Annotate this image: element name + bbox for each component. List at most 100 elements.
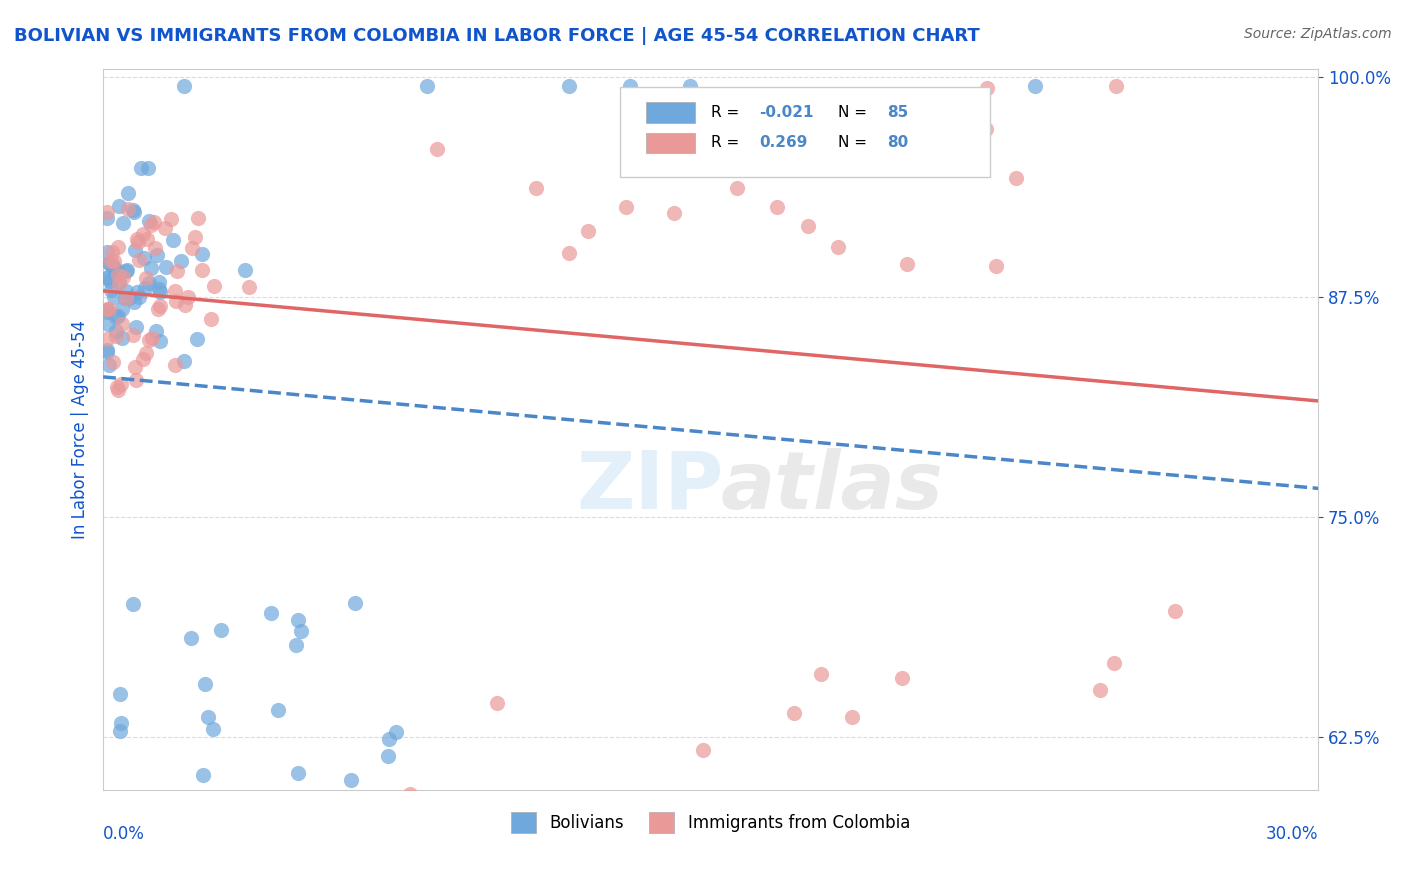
Point	[181, 241, 204, 255]
Point	[149, 300, 172, 314]
Point	[692, 743, 714, 757]
Point	[191, 247, 214, 261]
Point	[184, 229, 207, 244]
Point	[103, 267, 125, 281]
Point	[202, 279, 225, 293]
Point	[125, 373, 148, 387]
Point	[229, 824, 252, 838]
Point	[124, 319, 146, 334]
Point	[98, 358, 121, 372]
Point	[426, 142, 449, 156]
Point	[96, 332, 118, 346]
Point	[96, 301, 118, 316]
Point	[485, 696, 508, 710]
Point	[128, 252, 150, 267]
Point	[974, 122, 997, 136]
Y-axis label: In Labor Force | Age 45-54: In Labor Force | Age 45-54	[72, 319, 89, 539]
Text: Source: ZipAtlas.com: Source: ZipAtlas.com	[1244, 27, 1392, 41]
Point	[148, 275, 170, 289]
Point	[129, 161, 152, 175]
Point	[107, 309, 129, 323]
Point	[127, 235, 149, 250]
Point	[135, 270, 157, 285]
Point	[725, 181, 748, 195]
Point	[170, 254, 193, 268]
Point	[100, 244, 122, 259]
Point	[128, 290, 150, 304]
Point	[238, 280, 260, 294]
Point	[194, 677, 217, 691]
Point	[662, 206, 685, 220]
Point	[173, 79, 195, 94]
Point	[132, 252, 155, 266]
Text: 0.269: 0.269	[759, 136, 807, 151]
Point	[122, 327, 145, 342]
Point	[100, 283, 122, 297]
Point	[1088, 682, 1111, 697]
Legend: Bolivians, Immigrants from Colombia: Bolivians, Immigrants from Colombia	[505, 805, 917, 839]
Point	[1004, 170, 1026, 185]
Point	[97, 269, 120, 284]
Point	[149, 285, 172, 299]
Point	[138, 277, 160, 291]
Point	[783, 706, 806, 721]
Point	[155, 260, 177, 275]
Point	[377, 732, 399, 747]
Point	[143, 215, 166, 229]
Point	[124, 360, 146, 375]
Point	[111, 317, 134, 331]
Point	[110, 302, 132, 317]
Point	[127, 285, 149, 300]
Point	[121, 598, 143, 612]
Point	[107, 268, 129, 282]
FancyBboxPatch shape	[620, 87, 990, 177]
Point	[149, 334, 172, 348]
FancyBboxPatch shape	[647, 133, 695, 153]
Point	[890, 671, 912, 685]
Point	[96, 245, 118, 260]
Point	[98, 257, 121, 271]
Point	[115, 263, 138, 277]
Point	[201, 723, 224, 737]
Point	[122, 205, 145, 219]
Point	[287, 613, 309, 627]
Point	[1024, 79, 1046, 94]
Point	[111, 216, 134, 230]
Point	[1105, 79, 1128, 94]
Text: 0.0%: 0.0%	[103, 825, 145, 843]
Point	[107, 383, 129, 397]
Point	[108, 723, 131, 738]
Point	[846, 102, 869, 116]
Point	[111, 331, 134, 345]
Point	[260, 607, 283, 621]
Point	[180, 631, 202, 645]
Point	[117, 186, 139, 200]
Point	[159, 211, 181, 226]
Point	[124, 243, 146, 257]
Point	[765, 200, 787, 214]
Point	[98, 256, 121, 270]
Point	[976, 81, 998, 95]
Point	[115, 285, 138, 299]
Point	[136, 232, 159, 246]
Text: N =: N =	[838, 136, 868, 151]
Text: BOLIVIAN VS IMMIGRANTS FROM COLOMBIA IN LABOR FORCE | AGE 45-54 CORRELATION CHAR: BOLIVIAN VS IMMIGRANTS FROM COLOMBIA IN …	[14, 27, 980, 45]
Point	[141, 331, 163, 345]
Point	[679, 79, 702, 94]
Point	[148, 282, 170, 296]
Point	[111, 270, 134, 285]
Point	[139, 218, 162, 232]
Point	[619, 79, 641, 94]
Point	[841, 710, 863, 724]
Point	[96, 305, 118, 319]
Point	[896, 256, 918, 270]
Point	[124, 295, 146, 310]
Point	[104, 310, 127, 324]
Text: R =: R =	[710, 136, 740, 151]
Point	[416, 79, 439, 94]
Point	[138, 214, 160, 228]
FancyBboxPatch shape	[647, 103, 695, 122]
Point	[163, 284, 186, 298]
Point	[107, 240, 129, 254]
Point	[187, 211, 209, 226]
